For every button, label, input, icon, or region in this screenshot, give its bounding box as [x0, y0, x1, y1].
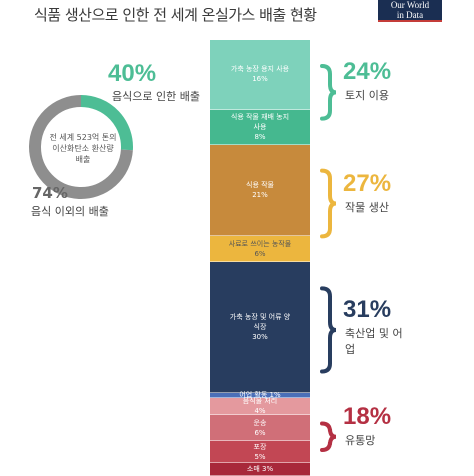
group-label-livestock: 축산업 및 어업	[345, 326, 403, 356]
bar-segment-label: 어업 활동 1%	[239, 390, 281, 399]
bar-segment: 운송 6%	[210, 414, 310, 442]
donut-center-line-1: 전 세계 523억 톤의	[49, 133, 117, 142]
group-brace-crops	[320, 168, 337, 239]
bar-segment-label: 사료로 쓰이는 농작물	[228, 239, 292, 248]
bar-segment-label: 소매 3%	[246, 464, 274, 473]
bar-segment-label: 가축 농장 용지 사용	[230, 65, 290, 74]
bar-segment-label: 운송	[253, 418, 267, 427]
group-label-crops: 작물 생산	[345, 200, 389, 214]
logo-accent-bar	[378, 20, 442, 22]
group-brace-supply	[320, 421, 337, 452]
donut-slice-food	[80, 95, 133, 151]
food-emissions-percent: 40%	[108, 60, 157, 87]
chart-title: 식품 생산으로 인한 전 세계 온실가스 배출 현황	[34, 6, 317, 24]
logo-line-2: in Data	[396, 10, 424, 20]
bar-segment-value: 16%	[252, 75, 268, 84]
bar-segment: 음식물 처리 4%	[210, 396, 310, 415]
donut-chart	[29, 95, 133, 199]
bar-segment-value: 21%	[252, 190, 268, 199]
stacked-bar: 가축 농장 용지 사용 16% 식용 작물 재배 농지 사용 8% 식용 작물 21% 사료…	[210, 40, 310, 476]
group-percent-crops: 27%	[343, 169, 392, 197]
food-emissions-label: 음식으로 인한 배출	[112, 90, 200, 103]
donut-slice-nonfood	[29, 95, 133, 199]
nonfood-emissions-percent: 74%	[32, 184, 68, 202]
group-label-supply: 유통망	[345, 433, 376, 447]
group-brace-livestock	[320, 286, 337, 374]
bar-segment-value: 30%	[252, 333, 268, 342]
group-percent-supply: 18%	[343, 402, 392, 430]
donut-center-line-2: 이산화탄소 환산량	[52, 144, 114, 153]
donut-center-line-3: 배출	[75, 155, 91, 164]
bar-segment-label: 식용 작물	[246, 180, 274, 189]
donut-center-text: 전 세계 523억 톤의 이산화탄소 환산량 배출	[43, 132, 123, 165]
group-braces	[320, 64, 337, 452]
bar-segment: 사료로 쓰이는 농작물 6%	[210, 236, 310, 263]
bar-segment-label: 식용 작물 재배 농지 사용	[230, 112, 290, 131]
bar-segment-value: 6%	[254, 428, 266, 437]
bar-segment-value: 5%	[254, 452, 266, 461]
bar-segment-value: 8%	[254, 132, 266, 141]
logo-line-1: Our World	[390, 0, 430, 10]
group-percent-land: 24%	[343, 58, 392, 86]
bar-segment: 어업 활동 1%	[210, 390, 310, 399]
group-brace-land	[320, 64, 337, 121]
bar-segment: 가축 농장 및 어류 양식장 30%	[210, 262, 310, 394]
bar-segment: 포장 5%	[210, 441, 310, 463]
bar-segment: 식용 작물 재배 농지 사용 8%	[210, 109, 310, 145]
bar-segment: 식용 작물 21%	[210, 144, 310, 237]
bar-segment-label: 가축 농장 및 어류 양식장	[229, 313, 291, 332]
group-label-land: 토지 이용	[345, 89, 389, 103]
bar-segment: 가축 농장 용지 사용 16%	[210, 40, 310, 110]
bar-segment: 소매 3%	[210, 462, 310, 476]
group-percent-livestock: 31%	[343, 295, 392, 323]
owid-logo: Our World in Data	[378, 0, 442, 22]
bar-segment-value: 4%	[254, 406, 266, 415]
bar-segment-value: 6%	[254, 249, 266, 258]
bar-segment-label: 음식물 처리	[242, 396, 278, 405]
nonfood-emissions-label: 음식 이외의 배출	[31, 205, 109, 218]
bar-segment-label: 포장	[253, 442, 267, 451]
